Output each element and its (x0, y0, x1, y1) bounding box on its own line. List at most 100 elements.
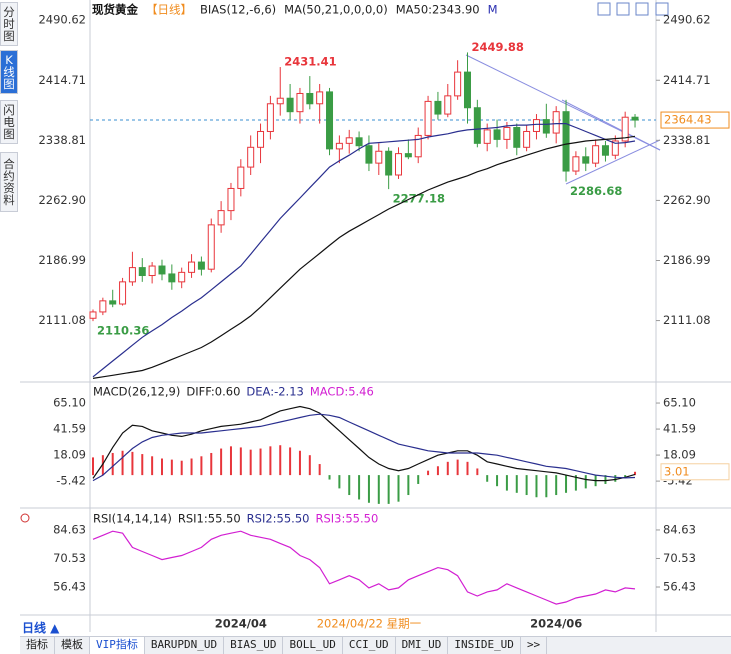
indicator-tab[interactable]: >> (521, 637, 548, 654)
candle-body (611, 140, 619, 156)
y-tick-label: 2414.71 (38, 73, 86, 87)
candle-body (188, 261, 196, 273)
candle-body (365, 145, 373, 164)
indicator-label: MA(50,21,0,0,0,0) (284, 3, 388, 17)
indicator-tab[interactable]: BARUPDN_UD (145, 637, 225, 654)
candle-body (217, 210, 225, 226)
candle-body (582, 156, 590, 164)
chart-title: 现货黄金 (92, 3, 138, 17)
candle-body (404, 153, 412, 158)
extreme-label: 2449.88 (471, 40, 523, 54)
tool-icon[interactable] (635, 2, 649, 16)
line-series (92, 405, 636, 482)
candle-body (444, 95, 452, 115)
candle-body (542, 119, 550, 134)
y-tick-label: 70.53 (53, 551, 86, 565)
candle-body (296, 92, 304, 113)
candle-body (138, 267, 146, 277)
candle-body (345, 137, 353, 144)
y-tick-label: 65.10 (53, 396, 86, 410)
y-tick-label: 56.43 (53, 580, 86, 594)
y-tick-label: 70.53 (663, 551, 696, 565)
tool-icon[interactable] (655, 2, 669, 16)
chart-period: 【日线】 (146, 3, 192, 17)
y-tick-label: 18.09 (53, 448, 86, 462)
candle-body (552, 111, 560, 134)
indicator-tab[interactable]: CCI_UD (343, 637, 396, 654)
candle-body (316, 91, 324, 105)
tool-icon[interactable] (597, 2, 611, 16)
candle-body (355, 137, 363, 147)
extreme-label: 2286.68 (570, 184, 622, 198)
candle-body (414, 134, 422, 158)
y-tick-label: 18.09 (663, 448, 696, 462)
y-tick-label: 41.59 (663, 422, 696, 436)
x-tick-label: 2024/06 (530, 617, 582, 631)
indicator-tab[interactable]: BIAS_UD (224, 637, 284, 654)
indicator-tab[interactable]: VIP指标 (90, 637, 145, 654)
line-series (92, 123, 636, 378)
value-label: 3.01 (664, 464, 690, 478)
candle-body (266, 103, 274, 132)
line-series (92, 413, 636, 482)
side-tab[interactable]: 分时图 (0, 2, 18, 46)
legend-entry: MACD:5.46 (310, 385, 374, 399)
candle-body (513, 127, 521, 148)
candle-body (247, 146, 255, 168)
legend-entry: RSI3:55.50 (315, 512, 378, 526)
candle-body (434, 100, 442, 115)
period-label[interactable]: 日线 ▲ (22, 621, 60, 635)
candle-body (631, 116, 639, 121)
candle-body (532, 119, 540, 132)
candle-body (326, 91, 334, 150)
settings-icon[interactable] (20, 513, 30, 523)
candle-body (375, 150, 383, 164)
side-tab[interactable]: 闪电图 (0, 100, 18, 144)
indicator-tab[interactable]: 指标 (20, 637, 55, 654)
y-tick-label: 2186.99 (663, 253, 711, 267)
candle-body (621, 116, 629, 142)
candle-body (335, 142, 343, 150)
candle-body (178, 271, 186, 283)
y-tick-label: 65.10 (663, 396, 696, 410)
y-tick-label: -5.42 (56, 474, 86, 488)
extreme-label: 2431.41 (284, 55, 336, 69)
y-tick-label: 84.63 (53, 522, 86, 536)
indicator-label: M (488, 3, 498, 17)
indicator-tab[interactable]: INSIDE_UD (448, 637, 521, 654)
indicator-tabs: 指标 模板 VIP指标 BARUPDN_UD BIAS_UD BOLL_UD CCI_UD D… (20, 636, 731, 654)
x-tick-label: 2024/04/22 星期一 (317, 617, 422, 631)
line-series (92, 135, 636, 379)
toolbar (597, 2, 669, 16)
side-tab[interactable]: K线图 (0, 50, 18, 94)
indicator-tab[interactable]: DMI_UD (396, 637, 449, 654)
candle-body (207, 224, 215, 270)
y-tick-label: 2111.08 (663, 313, 711, 327)
candle-body (523, 130, 531, 148)
side-tab[interactable]: 合约资料 (0, 152, 18, 212)
y-tick-label: 2186.99 (38, 253, 86, 267)
legend-entry: DIFF:0.60 (186, 385, 240, 399)
y-tick-label: 2338.81 (663, 133, 711, 147)
candle-body (286, 97, 294, 113)
indicator-tab[interactable]: BOLL_UD (283, 637, 343, 654)
candle-body (562, 111, 570, 172)
candle-body (99, 300, 107, 313)
indicator-tab[interactable]: 模板 (55, 637, 90, 654)
indicator-label: BIAS(12,-6,6) (200, 3, 276, 17)
legend-entry: RSI(14,14,14) (93, 512, 172, 526)
y-tick-label: 41.59 (53, 422, 86, 436)
x-tick-label: 2024/04 (215, 617, 267, 631)
indicator-label: MA50:2343.90 (396, 3, 480, 17)
candle-body (89, 311, 97, 319)
candle-body (158, 265, 166, 275)
candle-body (168, 273, 176, 283)
candle-body (227, 187, 235, 212)
candle-body (395, 153, 403, 176)
candle-body (424, 100, 432, 136)
tool-icon[interactable] (616, 2, 630, 16)
extreme-label: 2110.36 (97, 324, 149, 338)
last-price-label: 2364.43 (664, 113, 712, 127)
legend-entry: DEA:-2.13 (246, 385, 303, 399)
candle-body (601, 145, 609, 156)
